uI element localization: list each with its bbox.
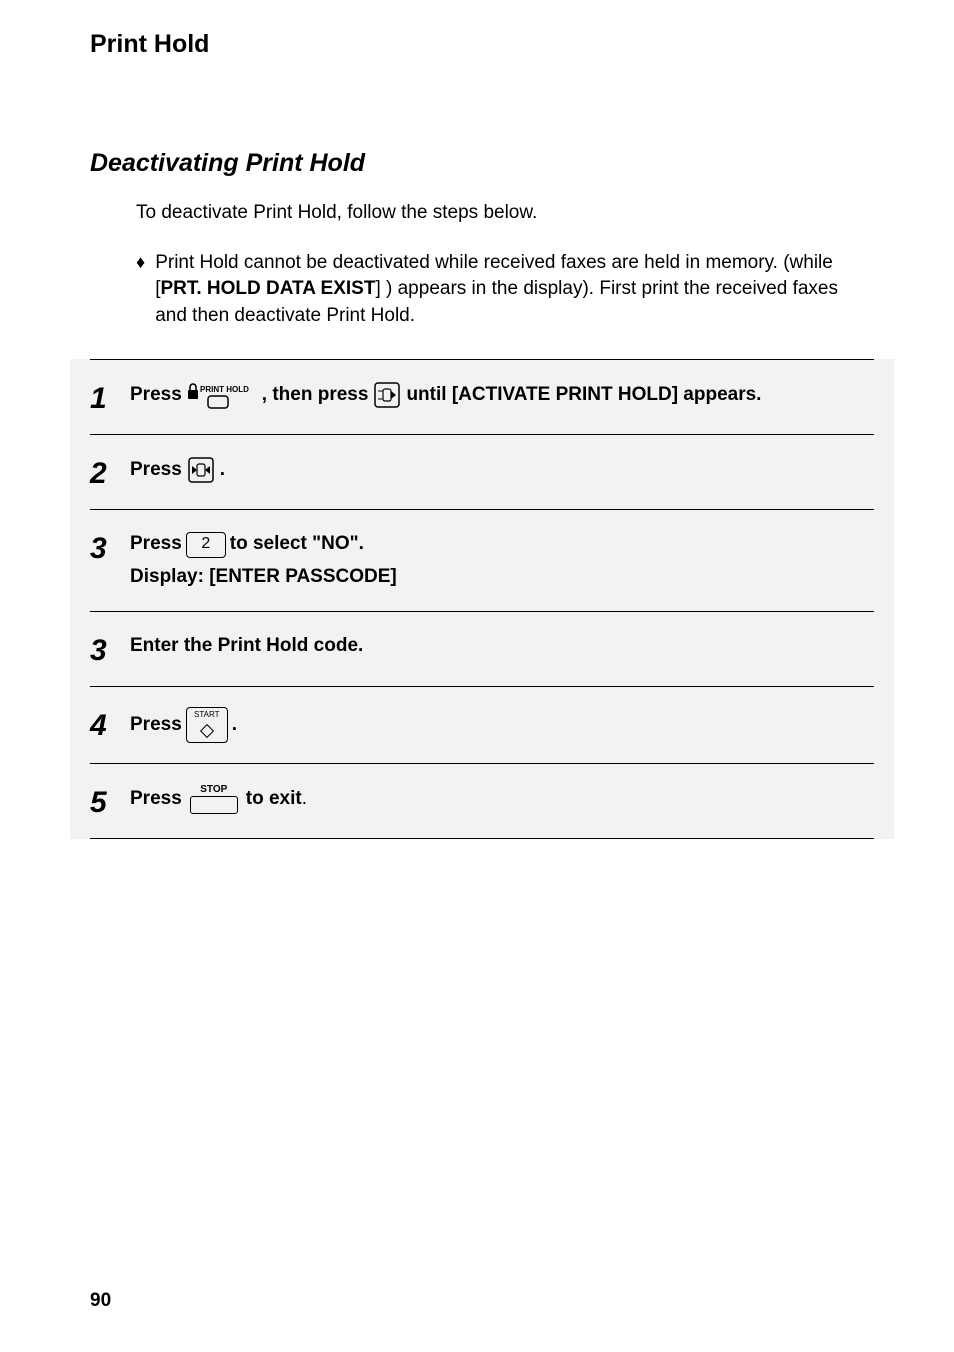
page-number: 90 <box>90 1290 111 1312</box>
step: 3 Enter the Print Hold code. <box>90 611 874 686</box>
step-number: 1 <box>90 380 130 414</box>
bullet-text: Print Hold cannot be deactivated while r… <box>155 250 874 330</box>
step-number: 5 <box>90 784 130 818</box>
step: 5 Press STOP to exit. <box>90 763 874 839</box>
step: 1 Press PRINT HOLD , then press <box>90 359 874 434</box>
step-number: 2 <box>90 455 130 489</box>
enter-icon <box>186 455 216 485</box>
nav-right-icon <box>372 380 402 410</box>
step-number: 3 <box>90 530 130 564</box>
step-number: 4 <box>90 707 130 741</box>
step-body: Press . <box>130 455 225 485</box>
step: 4 Press START . <box>90 686 874 763</box>
intro-text: To deactivate Print Hold, follow the ste… <box>136 200 874 226</box>
step-body: Press 2 to select "NO". Display: [ENTER … <box>130 530 631 591</box>
bullet-item: ♦ Print Hold cannot be deactivated while… <box>136 250 874 330</box>
section-title: Print Hold <box>90 30 874 59</box>
step-body: Enter the Print Hold code. <box>130 632 363 661</box>
step-body: Press START . <box>130 707 237 743</box>
steps-block: 1 Press PRINT HOLD , then press <box>70 359 894 839</box>
bullet-marker: ♦ <box>136 250 145 330</box>
step: 3 Press 2 to select "NO". Display: [ENTE… <box>90 509 874 611</box>
stop-key-icon: STOP <box>186 784 242 814</box>
keycap-2: 2 <box>186 532 226 558</box>
step-number: 3 <box>90 632 130 666</box>
svg-text:PRINT HOLD: PRINT HOLD <box>200 385 249 394</box>
step-body: Press PRINT HOLD , then press <box>130 380 761 410</box>
start-key-icon: START <box>186 707 228 743</box>
print-hold-icon: PRINT HOLD <box>186 380 258 410</box>
subsection-title: Deactivating Print Hold <box>90 149 874 178</box>
step: 2 Press . <box>90 434 874 509</box>
step-body: Press STOP to exit. <box>130 784 307 814</box>
